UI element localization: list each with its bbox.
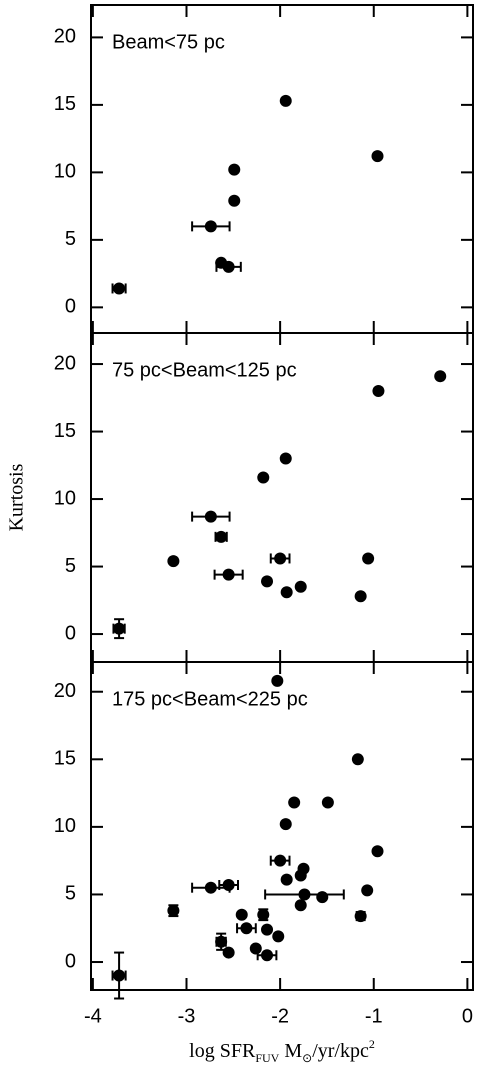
data-point	[228, 194, 241, 207]
data-point	[434, 370, 447, 383]
data-point	[204, 220, 217, 233]
y-tick-label: 0	[65, 950, 76, 972]
data-point	[257, 471, 270, 484]
panel-label: Beam<75 pc	[112, 31, 225, 53]
data-point	[235, 908, 248, 921]
data-point	[279, 452, 292, 465]
x-tick-label: -3	[178, 1005, 196, 1027]
x-tick-label: 0	[462, 1005, 473, 1027]
data-point	[113, 622, 126, 635]
plot-frame	[90, 4, 474, 334]
data-point	[272, 930, 285, 943]
data-point	[204, 510, 217, 523]
data-point	[261, 923, 274, 936]
data-point	[222, 946, 235, 959]
data-point	[279, 94, 292, 107]
data-point	[204, 881, 217, 894]
y-tick-label: 10	[54, 487, 76, 509]
data-point	[361, 884, 374, 897]
x-axis-label-part: ⊙	[302, 1051, 312, 1065]
data-point	[274, 552, 287, 565]
data-point	[257, 908, 270, 921]
data-point	[298, 888, 311, 901]
data-point	[228, 163, 241, 176]
data-point	[351, 753, 364, 766]
x-axis-label: log SFRFUV M⊙/yr/kpc2	[189, 1037, 375, 1065]
x-axis-label-part: log SFR	[189, 1040, 256, 1062]
data-point	[167, 904, 180, 917]
data-point	[222, 878, 235, 891]
data-point	[354, 910, 367, 923]
data-point	[294, 899, 307, 912]
data-point	[288, 796, 301, 809]
data-point	[222, 260, 235, 273]
y-tick-label: 20	[54, 26, 76, 48]
data-point	[294, 580, 307, 593]
data-point	[249, 942, 262, 955]
x-axis-label-part: M	[279, 1040, 302, 1062]
data-point	[215, 935, 228, 948]
plot-frame	[90, 332, 474, 663]
panel-label: 175 pc<Beam<225 pc	[112, 688, 308, 710]
data-point	[261, 949, 274, 962]
data-point	[240, 922, 253, 935]
y-tick-label: 5	[65, 228, 76, 250]
y-tick-label: 0	[65, 296, 76, 318]
data-point	[261, 575, 274, 588]
x-axis-label-part: 2	[369, 1037, 375, 1051]
panel-label: 75 pc<Beam<125 pc	[112, 359, 297, 381]
data-point	[354, 590, 367, 603]
data-point	[362, 552, 375, 565]
data-point	[271, 674, 284, 687]
y-tick-label: 20	[54, 680, 76, 702]
x-axis-label-part: FUV	[255, 1051, 279, 1065]
y-tick-label: 5	[65, 555, 76, 577]
x-axis-label-part: /yr/kpc	[312, 1040, 369, 1062]
y-tick-label: 20	[54, 352, 76, 374]
y-tick-label: 10	[54, 815, 76, 837]
y-tick-label: 15	[54, 748, 76, 770]
data-point	[316, 891, 329, 904]
data-point	[371, 845, 384, 858]
y-tick-label: 0	[65, 622, 76, 644]
data-point	[113, 969, 126, 982]
data-point	[372, 385, 385, 398]
data-point	[279, 818, 292, 831]
data-point	[215, 530, 228, 543]
x-tick-label: -2	[271, 1005, 289, 1027]
y-tick-label: 15	[54, 93, 76, 115]
data-point	[297, 862, 310, 875]
data-point	[113, 282, 126, 295]
data-point	[274, 854, 287, 867]
y-axis-label: Kurtosis	[6, 463, 28, 531]
data-point	[321, 796, 334, 809]
data-point	[167, 555, 180, 568]
x-tick-label: -4	[84, 1005, 102, 1027]
x-tick-label: -1	[365, 1005, 383, 1027]
y-tick-label: 10	[54, 161, 76, 183]
y-tick-label: 5	[65, 883, 76, 905]
data-point	[280, 873, 293, 886]
data-point	[280, 586, 293, 599]
data-point	[371, 150, 384, 163]
data-point	[222, 568, 235, 581]
y-tick-label: 15	[54, 420, 76, 442]
